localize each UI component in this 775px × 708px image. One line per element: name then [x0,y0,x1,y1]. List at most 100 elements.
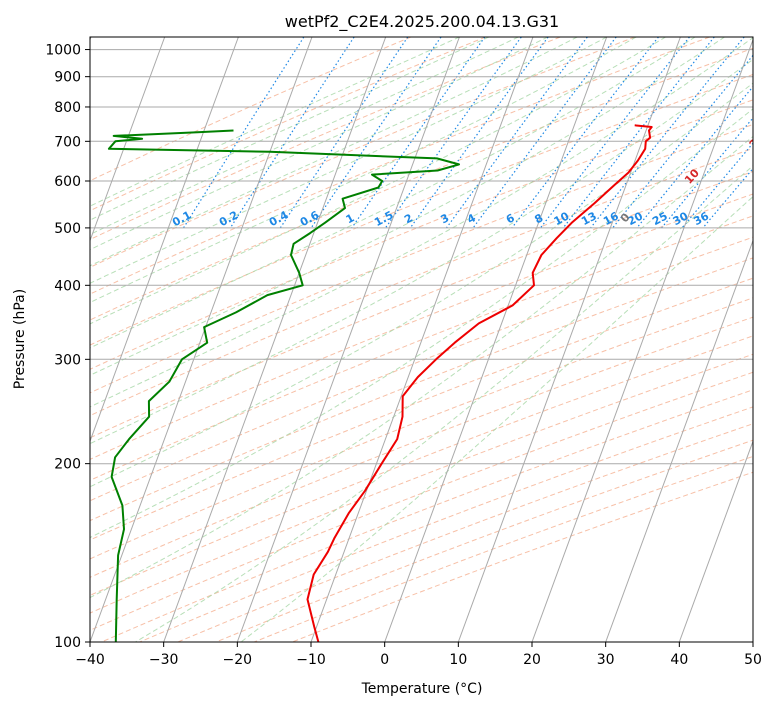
y-tick-label: 400 [54,278,81,294]
moist-adiabat [90,82,753,488]
dry-adiabat [254,455,753,642]
dry-adiabat [90,335,753,596]
dry-adiabat [90,353,753,614]
plot-frame [89,36,754,643]
mixing-ratio-label: 0.6 [298,208,322,229]
profile-lines [107,124,653,642]
mixing-ratio-line [182,37,305,229]
dry-adiabat [90,371,753,631]
dry-adiabat [90,257,753,522]
isotherm [531,38,753,642]
isotherm [163,37,387,642]
y-tick-label: 800 [54,100,81,116]
axes: −40 −30 −20 −10 0 10 20 30 40 50 100 200 300 400 500 60… [45,43,762,668]
moist-adiabat [90,135,753,599]
mixing-ratio-line [229,37,355,229]
x-tick-label: −10 [296,652,326,668]
x-tick-label: 20 [523,652,541,668]
moist-adiabat [90,37,490,221]
dry-adiabat [90,47,753,321]
y-tick-label: 1000 [45,43,81,59]
mixing-ratio-line [351,37,486,229]
isotherm [90,37,239,443]
moist-adiabat [90,37,549,251]
mixing-ratio-label: 25 [650,209,670,228]
dewpoint-line [107,129,460,642]
isotherm [310,37,534,642]
mixing-ratio-line [310,37,442,229]
mixing-ratio-label: 4 [465,211,478,226]
dry-adiabat [90,37,561,241]
mixing-ratio-line [540,37,690,229]
mixing-ratio-line [661,116,753,229]
x-tick-label: 40 [670,652,688,668]
moist-adiabat [90,37,696,349]
mixing-ratio-line [681,142,753,229]
warm-adiabat-label: 20 [747,131,767,151]
mixing-ratio-line [385,37,522,229]
dry-adiabat [90,37,710,295]
isotherm [236,37,460,642]
mixing-ratio-label: 0.2 [217,208,240,229]
background-lines [90,37,753,642]
moist-adiabat [90,37,578,267]
dry-adiabat [90,193,753,460]
x-tick-label: −30 [149,652,179,668]
mixing-ratio-label: 13 [579,209,599,228]
x-tick-label: 10 [449,652,467,668]
mixing-ratio-line [409,37,549,229]
mixing-ratio-line [562,37,715,229]
y-tick-label: 700 [54,134,81,150]
chart-title: wetPf2_C2E4.2025.200.04.13.G31 [285,12,559,32]
moist-adiabat [240,196,753,642]
mixing-ratio-line [279,37,409,229]
y-tick-label: 100 [54,635,81,651]
moist-adiabat [90,37,637,304]
dry-adiabat [90,147,753,417]
x-tick-label: −40 [75,652,105,668]
x-axis-label: Temperature (°C) [361,681,483,697]
moist-adiabat [135,165,753,642]
dry-adiabat [90,123,753,394]
mixing-ratio-label: 36 [691,209,711,228]
dry-adiabat [90,316,753,578]
warm-adiabat-label: 10 [682,166,702,186]
mixing-ratio-label: 10 [552,209,572,228]
dry-adiabat [90,236,753,502]
dry-adiabat [90,99,753,370]
moist-adiabat [90,37,666,325]
isotherm [678,439,753,642]
isotherm [90,37,313,642]
mixing-ratio-line [446,37,588,229]
dry-adiabat-label: -10 [55,235,78,259]
moist-adiabat [90,37,460,207]
x-tick-label: −20 [223,652,253,668]
mixing-ratio-label: 30 [671,209,691,228]
mixing-ratio-label: 0.1 [170,208,193,229]
y-axis-label: Pressure (hPa) [12,289,28,389]
mixing-ratio-label: 1.5 [372,208,395,229]
moist-adiabat [90,37,519,236]
mixing-ratio-label: 0.4 [267,208,291,229]
dry-adiabat [90,277,753,541]
moist-adiabat [90,37,607,284]
dry-adiabat [292,471,753,642]
isotherm [384,37,608,642]
isotherm [752,640,753,642]
mixing-ratio-label: 2 [402,211,415,226]
x-tick-label: 30 [597,652,615,668]
moist-adiabat [90,37,725,376]
isotherm [457,37,681,642]
dry-adiabat [90,37,636,268]
y-tick-label: 300 [54,352,81,368]
y-tick-label: 600 [54,174,81,190]
y-tick-label: 900 [54,70,81,86]
dry-adiabat [90,37,411,182]
mixing-ratio-label: 16 [601,209,621,228]
mixing-ratio-line [612,54,753,229]
mixing-ratio-line [472,37,617,229]
moist-adiabat [90,108,753,539]
temperature-line [306,124,653,642]
mixing-ratio-label: 20 [625,209,645,228]
